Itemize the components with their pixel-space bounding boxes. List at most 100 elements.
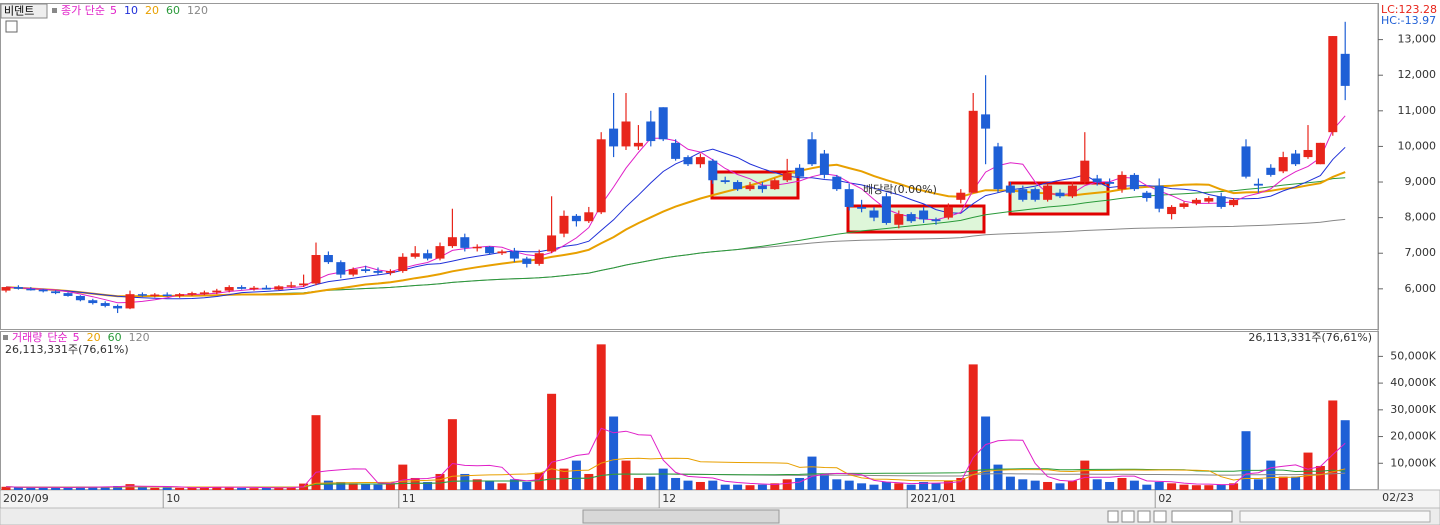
volume-bar (187, 487, 197, 490)
candle-body (1105, 182, 1115, 184)
legend-label: 단순 (47, 331, 67, 344)
x-tick-label: 2020/09 (3, 492, 49, 505)
x-tick-label: 12 (662, 492, 676, 505)
volume-bar (844, 480, 854, 490)
candle-body (844, 189, 854, 207)
button[interactable] (1107, 510, 1119, 523)
candle-body (199, 292, 209, 294)
candle-body (137, 294, 147, 296)
volume-bar (88, 486, 98, 490)
candle-body (782, 173, 792, 181)
candle-body (224, 287, 234, 291)
candle-body (584, 212, 594, 222)
stock-name-box[interactable] (0, 3, 48, 19)
volume-bar (683, 480, 693, 490)
candle-body (1129, 174, 1139, 190)
candle-body (1167, 206, 1177, 215)
volume-bar (596, 344, 606, 490)
table-icon[interactable] (5, 20, 18, 33)
volume-label: 26,113,331주(76,61%) (5, 343, 129, 356)
volume-bar (361, 483, 371, 490)
volume-bar (26, 487, 36, 490)
candle-body (522, 258, 532, 264)
y2-tick-label: 20,000K (1390, 430, 1436, 443)
candle-body (658, 107, 668, 140)
volume-moving-average (5, 427, 1346, 489)
volume-bar (993, 464, 1003, 490)
candle-body (38, 289, 48, 292)
candle-body (683, 157, 693, 165)
hc-label: HC:-13.97 (1381, 14, 1436, 27)
volume-bar (447, 419, 457, 490)
volume-bar (708, 480, 718, 490)
volume-bar (857, 483, 867, 490)
volume-bar (671, 477, 681, 490)
y-tick-label: 9,000 (1405, 175, 1437, 188)
button[interactable] (1153, 510, 1167, 523)
volume-bar (695, 481, 705, 490)
y-tick-label: 7,000 (1405, 246, 1437, 259)
y-tick-label: 10,000 (1398, 139, 1437, 152)
candle-body (497, 251, 507, 254)
y-tick-label: 6,000 (1405, 282, 1437, 295)
candle-body (125, 294, 135, 309)
tool-buttons[interactable] (1239, 510, 1431, 523)
volume-bar (323, 480, 333, 490)
legend-label: 종가 단순 (61, 4, 105, 17)
button[interactable] (1121, 510, 1135, 523)
volume-bar (757, 484, 767, 490)
candle-body (1303, 149, 1313, 158)
candle-body (869, 210, 879, 218)
volume-bar (63, 487, 73, 490)
candle-body (336, 262, 346, 275)
volume-bar (137, 487, 147, 490)
legend-square (52, 8, 57, 13)
stock-name[interactable]: 비덴트 (4, 5, 34, 18)
candle-body (212, 290, 222, 293)
candle-body (1266, 167, 1276, 175)
volume-bar (633, 477, 643, 490)
volume-bar (658, 468, 668, 490)
annotation: 배당락(0.00%) (863, 183, 937, 196)
volume-bar (1, 486, 11, 490)
candle-body (1092, 178, 1102, 183)
button[interactable] (1137, 510, 1151, 523)
candle-body (993, 146, 1003, 190)
candle-body (1253, 183, 1263, 186)
volume-bar (460, 473, 470, 490)
volume-bar (1253, 479, 1263, 490)
volume-bar (1142, 484, 1152, 490)
candle-body (299, 283, 309, 286)
candle-body (1154, 185, 1164, 209)
candle-body (633, 142, 643, 147)
volume-bar (522, 481, 532, 490)
y2-tick-label: 30,000K (1390, 403, 1436, 416)
legend-period: 10 (124, 4, 138, 17)
volume-bar (398, 464, 408, 490)
zoom-slider[interactable] (1171, 510, 1233, 523)
volume-bar (571, 460, 581, 490)
candle-body (1080, 160, 1090, 183)
candle-body (981, 114, 991, 129)
y-tick-label: 8,000 (1405, 211, 1437, 224)
volume-bar (1117, 477, 1127, 490)
volume-bar (1080, 460, 1090, 490)
candle-body (100, 303, 110, 306)
volume-bar (423, 481, 433, 490)
volume-bar (1043, 481, 1053, 490)
candle-body (671, 142, 681, 159)
volume-bar (1278, 476, 1288, 490)
candle-body (187, 293, 197, 295)
candle-body (956, 192, 966, 200)
candle-body (1142, 192, 1152, 199)
highlight-box (846, 204, 986, 234)
volume-bar (720, 484, 730, 490)
candle-body (435, 246, 445, 259)
candle-body (485, 246, 495, 254)
candle-body (385, 271, 395, 273)
candle-body (733, 182, 743, 190)
x-tick-label: 02 (1158, 492, 1172, 505)
candle-body (1229, 199, 1239, 206)
volume-bar (795, 477, 805, 490)
scrollbar[interactable] (582, 509, 780, 524)
